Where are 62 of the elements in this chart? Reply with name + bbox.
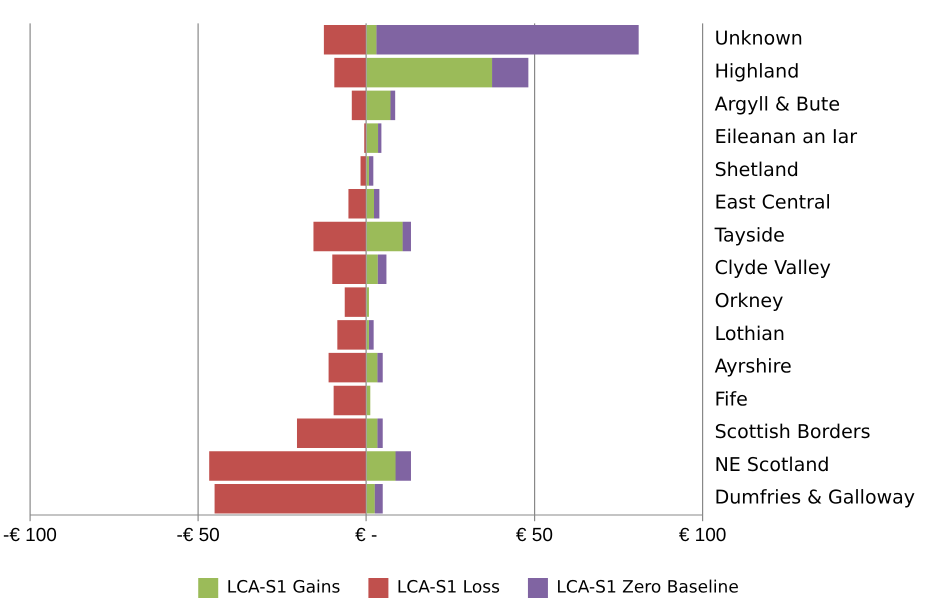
bar — [366, 352, 378, 382]
bar — [366, 90, 390, 120]
bar — [366, 58, 492, 88]
bar — [360, 156, 366, 186]
bar — [313, 222, 366, 252]
bar — [374, 484, 383, 514]
y-tick-label: Argyll & Bute — [714, 93, 840, 116]
bar — [366, 254, 378, 284]
bar — [337, 320, 366, 350]
x-tick-label: -€ 100 — [3, 524, 57, 546]
bar — [348, 188, 366, 218]
y-tick-label: Eileanan an Iar — [714, 126, 858, 148]
bar — [377, 418, 383, 448]
bar — [366, 222, 403, 252]
bar — [328, 352, 366, 382]
bar — [344, 287, 366, 317]
y-tick-label: Clyde Valley — [714, 257, 831, 280]
bar — [324, 25, 366, 55]
bar — [366, 123, 378, 153]
y-tick-label: Dumfries & Galloway — [714, 486, 916, 509]
x-tick-label: € - — [355, 524, 378, 546]
bar — [366, 484, 375, 514]
bar — [214, 484, 366, 514]
y-tick-label: Tayside — [714, 224, 785, 246]
bar — [492, 58, 528, 88]
bar — [378, 254, 386, 284]
bar — [368, 320, 374, 350]
bar — [366, 386, 370, 416]
bar — [402, 222, 411, 252]
y-tick-label: East Central — [714, 192, 831, 214]
legend-label: LCA-S1 Loss — [396, 577, 500, 598]
y-tick-label: Lothian — [714, 322, 785, 345]
bar — [376, 25, 639, 55]
x-tick-label: € 100 — [678, 524, 726, 546]
y-tick-label: Scottish Borders — [714, 421, 870, 444]
bar — [296, 418, 366, 448]
y-tick-label: Orkney — [714, 290, 784, 312]
bar — [334, 58, 366, 88]
bar — [377, 352, 383, 382]
y-tick-label: Unknown — [714, 28, 803, 50]
y-tick-label: NE Scotland — [714, 454, 830, 476]
bar — [332, 254, 366, 284]
bar — [366, 25, 376, 55]
bar — [366, 418, 378, 448]
bar — [374, 188, 380, 218]
legend-label: LCA-S1 Gains — [226, 577, 341, 598]
bar — [209, 451, 366, 481]
bar — [352, 90, 366, 120]
bar — [334, 386, 366, 416]
x-tick-label: € 50 — [516, 524, 553, 546]
y-tick-label: Highland — [714, 60, 800, 83]
bar — [378, 123, 382, 153]
y-tick-label: Shetland — [714, 158, 799, 181]
y-tick-label: Fife — [714, 388, 748, 410]
bar — [390, 90, 396, 120]
bar — [368, 156, 374, 186]
legend-label: LCA-S1 Zero Baseline — [556, 577, 739, 598]
bar — [396, 451, 411, 481]
x-tick-label: -€ 50 — [176, 524, 220, 546]
bar — [366, 451, 396, 481]
y-tick-label: Ayrshire — [714, 356, 792, 378]
bar — [366, 188, 374, 218]
